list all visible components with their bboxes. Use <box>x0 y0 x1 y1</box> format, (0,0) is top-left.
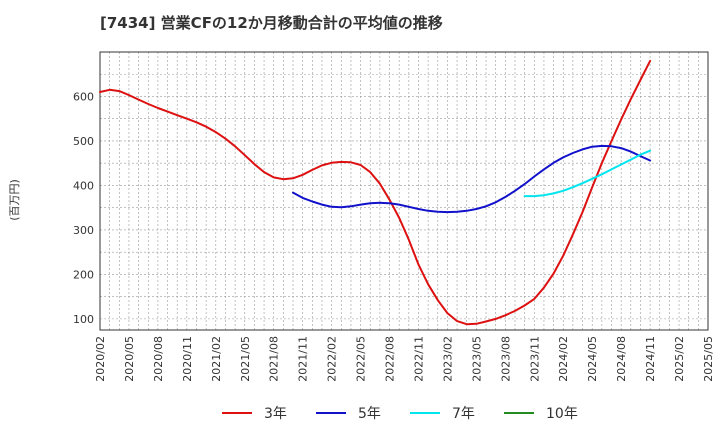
x-tick-label: 2024/02 <box>557 336 570 382</box>
series-line-3年 <box>99 59 652 326</box>
y-tick-label: 300 <box>73 224 94 237</box>
x-tick-label: 2020/05 <box>123 336 136 382</box>
legend-label: 7年 <box>452 406 475 422</box>
x-tick-label: 2021/05 <box>239 336 252 382</box>
x-tick-label: 2022/02 <box>326 336 339 382</box>
y-tick-label: 400 <box>73 179 94 192</box>
x-tick-label: 2022/11 <box>412 336 425 382</box>
x-tick-label: 2021/02 <box>210 336 223 382</box>
x-tick-label: 2021/11 <box>297 336 310 382</box>
legend-label: 3年 <box>264 406 287 422</box>
x-tick-label: 2021/08 <box>268 336 281 382</box>
x-tick-label: 2025/02 <box>673 336 686 382</box>
plot-area <box>100 52 708 330</box>
x-tick-label: 2024/11 <box>644 336 657 382</box>
legend-label: 5年 <box>358 406 381 422</box>
x-tick-label: 2023/05 <box>470 336 483 382</box>
y-axis-label: (百万円) <box>8 179 21 221</box>
x-tick-label: 2020/08 <box>152 336 165 382</box>
x-tick-label: 2020/11 <box>181 336 194 382</box>
x-tick-label: 2020/02 <box>94 336 107 382</box>
plot-border <box>99 51 709 331</box>
x-tick-label: 2023/02 <box>441 336 454 382</box>
y-tick-label: 600 <box>73 90 94 103</box>
x-tick-label: 2022/08 <box>384 336 397 382</box>
y-tick-label: 500 <box>73 135 94 148</box>
x-tick-label: 2022/05 <box>355 336 368 382</box>
y-tick-label: 200 <box>73 268 94 281</box>
y-tick-label: 100 <box>73 313 94 326</box>
x-tick-label: 2023/08 <box>499 336 512 382</box>
chart-title: [7434] 営業CFの12か月移動合計の平均値の推移 <box>100 14 443 32</box>
legend-label: 10年 <box>546 406 578 422</box>
x-tick-label: 2024/08 <box>615 336 628 382</box>
series-line-5年 <box>292 144 652 214</box>
x-tick-label: 2024/05 <box>586 336 599 382</box>
series-line-7年 <box>523 149 652 198</box>
x-tick-label: 2023/11 <box>528 336 541 382</box>
x-tick-label: 2025/05 <box>702 336 715 382</box>
